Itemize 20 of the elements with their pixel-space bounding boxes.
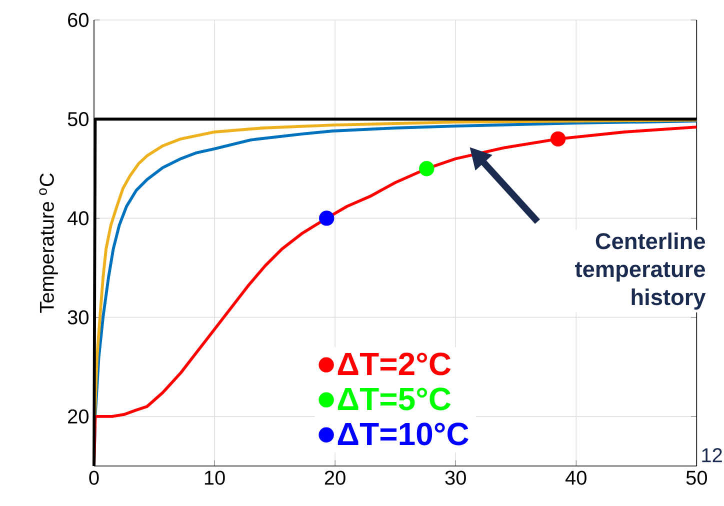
x-tick-label: 20 <box>324 470 346 485</box>
legend-label: ΔT=10°C <box>338 422 468 446</box>
legend-label: ΔT=5°C <box>338 388 451 410</box>
point <box>319 210 334 226</box>
y-tick-label: 40 <box>68 211 88 226</box>
y-tick-label: 20 <box>68 409 88 424</box>
point <box>419 161 434 176</box>
y-tick-label: 50 <box>68 112 88 126</box>
legend-label: ΔT=2°C <box>338 352 451 376</box>
y-tick-label: 30 <box>68 310 88 324</box>
x-tick-label: 10 <box>204 470 225 485</box>
x-tick-label: 0 <box>89 470 99 485</box>
y-tick-label: 60 <box>68 12 88 28</box>
point <box>550 131 566 147</box>
x-tick-label: 40 <box>565 470 586 485</box>
x-tick-label: 30 <box>445 470 466 485</box>
annotation: Centerline temperature history <box>575 232 706 310</box>
y-axis-title: Temperature $^{o}$C <box>39 173 58 313</box>
x-tick-label: 50 <box>686 470 707 485</box>
text: 12 <box>702 448 722 462</box>
